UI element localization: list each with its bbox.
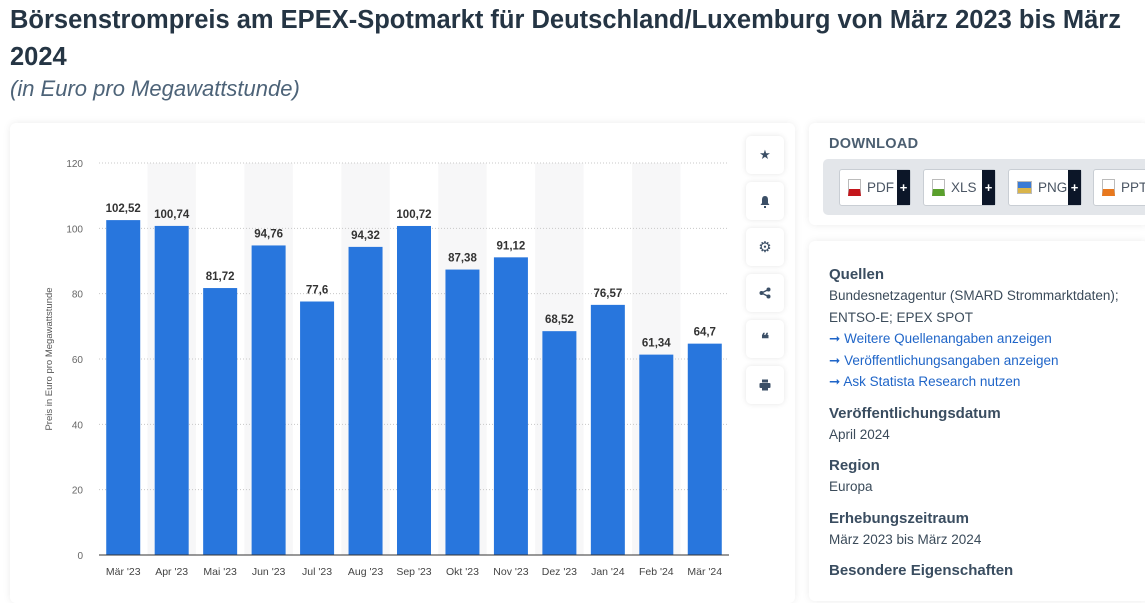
x-tick-label: Mär '23 — [106, 566, 141, 578]
settings-button[interactable]: ⚙ — [746, 228, 784, 266]
x-tick-label: Feb '24 — [639, 566, 674, 578]
page-title: Börsenstrompreis am EPEX-Spotmarkt für D… — [10, 6, 1121, 71]
pdf-label: PDF — [867, 180, 894, 195]
arrow-right-icon: ➞ — [829, 331, 841, 346]
info-panel: Quellen Bundesnetzagentur (SMARD Stromma… — [809, 241, 1145, 601]
chart-card: 0 20 40 60 80 100 120 Preis in Euro pro Megawat… — [10, 123, 795, 603]
y-tick-label: 0 — [77, 551, 83, 562]
bar — [106, 220, 141, 556]
data-label: 94,76 — [254, 228, 283, 240]
page-subtitle: (in Euro pro Megawattstunde) — [10, 76, 300, 101]
download-panel: DOWNLOAD PDF + XLS + PNG + PPT — [809, 123, 1145, 225]
data-label: 81,72 — [206, 271, 235, 283]
link-label: Veröffentlichungsangaben anzeigen — [844, 352, 1059, 368]
favorite-button[interactable]: ★ — [746, 136, 784, 174]
arrow-right-icon: ➞ — [829, 374, 841, 389]
x-tick-label: Apr '23 — [155, 566, 188, 578]
x-tick-label: Aug '23 — [348, 566, 383, 578]
data-label: 91,12 — [497, 240, 526, 252]
x-tick-label: Jan '24 — [591, 566, 625, 578]
data-label: 100,74 — [154, 209, 190, 221]
publication-date-heading: Veröffentlichungsdatum — [829, 404, 1001, 422]
bar — [590, 304, 625, 555]
survey-period-heading: Erhebungszeitraum — [829, 509, 970, 527]
y-tick-label: 60 — [72, 355, 84, 366]
bell-icon — [760, 195, 770, 208]
bar — [348, 246, 383, 555]
sources-heading: Quellen — [829, 266, 885, 283]
xls-file-icon — [932, 179, 945, 196]
x-tick-label: Dez '23 — [542, 566, 577, 578]
bar — [542, 331, 577, 555]
publication-info-link[interactable]: ➞ Veröffentlichungsangaben anzeigen — [829, 350, 1145, 372]
notification-button[interactable] — [746, 182, 784, 220]
download-ppt-button[interactable]: PPT — [1093, 169, 1145, 206]
share-icon — [759, 287, 771, 299]
y-tick-label: 20 — [72, 486, 84, 497]
ppt-file-icon — [1102, 179, 1115, 196]
special-properties-heading: Besondere Eigenschaften — [829, 562, 1014, 579]
link-label: Ask Statista Research nutzen — [843, 374, 1021, 389]
quote-icon: ❝ — [760, 331, 770, 348]
plus-icon: + — [1068, 170, 1081, 205]
publication-date-value: April 2024 — [829, 426, 890, 442]
data-label: 61,34 — [642, 338, 671, 350]
arrow-right-icon: ➞ — [829, 352, 841, 368]
download-xls-button[interactable]: XLS + — [923, 169, 996, 206]
y-axis-label: Preis in Euro pro Megawattstunde — [44, 287, 55, 430]
x-tick-label: Okt '23 — [446, 566, 479, 578]
print-icon — [759, 379, 771, 391]
bar — [493, 257, 528, 555]
bar — [154, 225, 189, 555]
x-tick-label: Mai '23 — [203, 566, 237, 578]
data-label: 76,57 — [593, 288, 622, 300]
png-image-icon — [1017, 181, 1032, 194]
data-label: 100,72 — [396, 209, 431, 221]
sources-text: Bundesnetzagentur (SMARD Strommarktdaten… — [829, 288, 1119, 325]
bar — [445, 269, 480, 555]
download-png-button[interactable]: PNG + — [1008, 169, 1082, 206]
y-tick-label: 80 — [72, 290, 84, 301]
x-tick-label: Jun '23 — [252, 566, 286, 578]
x-tick-label: Sep '23 — [396, 566, 431, 578]
x-tick-label: Mär '24 — [687, 566, 722, 578]
plus-icon: + — [982, 170, 995, 205]
download-pdf-button[interactable]: PDF + — [839, 169, 911, 206]
star-icon: ★ — [759, 147, 771, 162]
pdf-file-icon — [848, 179, 861, 196]
x-tick-label: Nov '23 — [493, 566, 528, 578]
region-value: Europa — [829, 479, 873, 494]
bar-chart: 0 20 40 60 80 100 120 Preis in Euro pro Megawat… — [44, 159, 729, 578]
data-label: 102,52 — [106, 203, 141, 215]
ppt-label: PPT — [1121, 180, 1145, 195]
gear-icon: ⚙ — [758, 239, 772, 256]
link-label: Weitere Quellenangaben anzeigen — [844, 331, 1052, 346]
bar — [639, 354, 674, 555]
share-button[interactable] — [746, 274, 784, 312]
cite-button[interactable]: ❝ — [746, 320, 784, 358]
y-tick-label: 120 — [66, 159, 83, 170]
data-label: 68,52 — [545, 314, 574, 326]
bar — [300, 301, 335, 555]
xls-label: XLS — [951, 180, 977, 195]
plus-icon: + — [897, 170, 910, 205]
more-sources-link[interactable]: ➞ Weitere Quellenangaben anzeigen — [829, 328, 1145, 350]
bar — [397, 225, 431, 555]
bar — [687, 343, 722, 555]
data-label: 94,32 — [351, 230, 380, 242]
download-title: DOWNLOAD — [829, 136, 919, 152]
y-tick-label: 40 — [72, 420, 84, 431]
bar — [203, 288, 238, 555]
ask-research-link[interactable]: ➞ Ask Statista Research nutzen — [829, 371, 1145, 393]
data-label: 64,7 — [694, 327, 716, 339]
data-label: 77,6 — [306, 285, 328, 297]
print-button[interactable] — [746, 366, 784, 404]
png-label: PNG — [1038, 180, 1068, 195]
x-tick-label: Jul '23 — [302, 566, 332, 578]
data-label: 87,38 — [448, 253, 477, 265]
y-tick-label: 100 — [66, 224, 83, 235]
region-heading: Region — [829, 457, 880, 474]
bar — [251, 245, 286, 555]
survey-period-value: März 2023 bis März 2024 — [829, 531, 982, 547]
